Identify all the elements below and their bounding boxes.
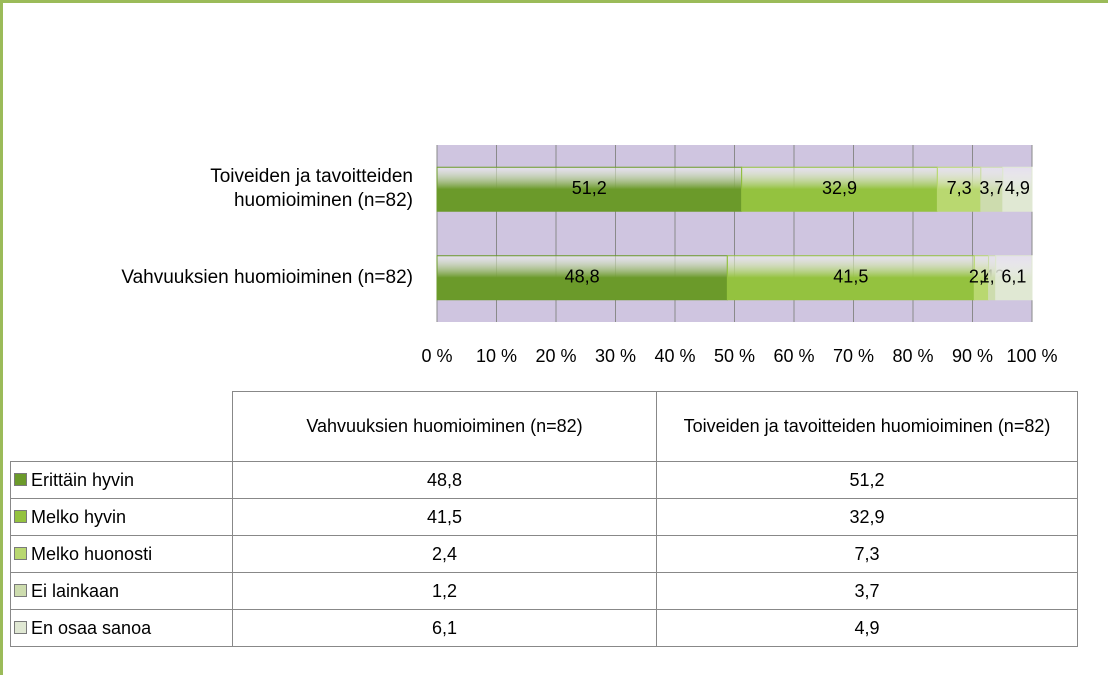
legend-cell: Ei lainkaan: [10, 572, 233, 610]
category-label: Toiveiden ja tavoitteiden huomioiminen (…: [210, 166, 413, 212]
x-tick-label: 0 %: [421, 346, 452, 366]
x-tick-label: 10 %: [476, 346, 517, 366]
bar-segment: [995, 255, 1033, 301]
table-cell: 1,2: [232, 572, 657, 610]
bar-segment: [726, 255, 975, 301]
legend-swatch: [14, 472, 27, 486]
legend-cell: Melko huonosti: [10, 535, 233, 573]
data-label: 32,9: [822, 178, 857, 198]
table-cell: 48,8: [232, 461, 657, 499]
legend-label: Ei lainkaan: [31, 580, 120, 601]
bar-segment: [1002, 166, 1033, 212]
table-cell: 41,5: [232, 498, 657, 536]
x-tick-label: 20 %: [535, 346, 576, 366]
table-cell: 2,4: [232, 535, 657, 573]
bar-segment: [936, 166, 982, 212]
table-corner: [10, 391, 233, 462]
table-row: En osaa sanoa 6,1 4,9: [10, 609, 1078, 647]
legend-label: Melko huonosti: [31, 543, 153, 564]
table-row: Melko hyvin 41,5 32,9: [10, 498, 1078, 536]
legend-swatch: [14, 583, 27, 597]
legend-label: Erittäin hyvin: [31, 469, 135, 490]
legend-label: En osaa sanoa: [31, 617, 152, 638]
legend-cell: En osaa sanoa: [10, 609, 233, 647]
data-table: Vahvuuksien huomioiminen (n=82) Toiveiden…: [10, 391, 1078, 647]
legend-swatch: [14, 620, 27, 634]
table-header: Toiveiden ja tavoitteiden huomioiminen (…: [656, 391, 1078, 462]
data-label: 48,8: [565, 267, 600, 287]
data-label: 51,2: [572, 178, 607, 198]
data-label: 41,5: [833, 267, 868, 287]
x-tick-label: 50 %: [714, 346, 755, 366]
table-cell: 7,3: [656, 535, 1078, 573]
table-row: Ei lainkaan 1,2 3,7: [10, 572, 1078, 610]
x-tick-label: 60 %: [773, 346, 814, 366]
table-row: Erittäin hyvin 48,8 51,2: [10, 461, 1078, 499]
category-label: Vahvuuksien huomioiminen (n=82): [121, 266, 413, 288]
table-header: Vahvuuksien huomioiminen (n=82): [232, 391, 657, 462]
legend-label: Melko hyvin: [31, 506, 127, 527]
bar-segment: [436, 255, 728, 301]
x-tick-label: 70 %: [833, 346, 874, 366]
data-label: 3,7: [979, 178, 1004, 198]
legend-cell: Erittäin hyvin: [10, 461, 233, 499]
table-cell: 51,2: [656, 461, 1078, 499]
data-label: 7,3: [947, 178, 972, 198]
legend-swatch: [14, 509, 27, 523]
x-tick-label: 80 %: [892, 346, 933, 366]
data-label: 6,1: [1001, 267, 1026, 287]
table-cell: 3,7: [656, 572, 1078, 610]
chart: 0 % 10 % 20 % 30 % 40 % 50 % 60 % 70 % 80 % 90 % 1…: [421, 145, 1058, 366]
data-label: 2,4: [969, 267, 994, 287]
table-cell: 32,9: [656, 498, 1078, 536]
x-tick-label: 40 %: [654, 346, 695, 366]
bar-segment: [436, 166, 743, 212]
table-row: Melko huonosti 2,4 7,3: [10, 535, 1078, 573]
x-tick-label: 30 %: [595, 346, 636, 366]
data-label: 4,9: [1005, 178, 1030, 198]
bar-segment: [741, 166, 938, 212]
x-tick-label: 90 %: [952, 346, 993, 366]
legend-swatch: [14, 546, 27, 560]
table-cell: 4,9: [656, 609, 1078, 647]
x-tick-label: 100 %: [1006, 346, 1057, 366]
table-header-row: Vahvuuksien huomioiminen (n=82) Toiveiden…: [10, 391, 1078, 462]
legend-cell: Melko hyvin: [10, 498, 233, 536]
table-cell: 6,1: [232, 609, 657, 647]
